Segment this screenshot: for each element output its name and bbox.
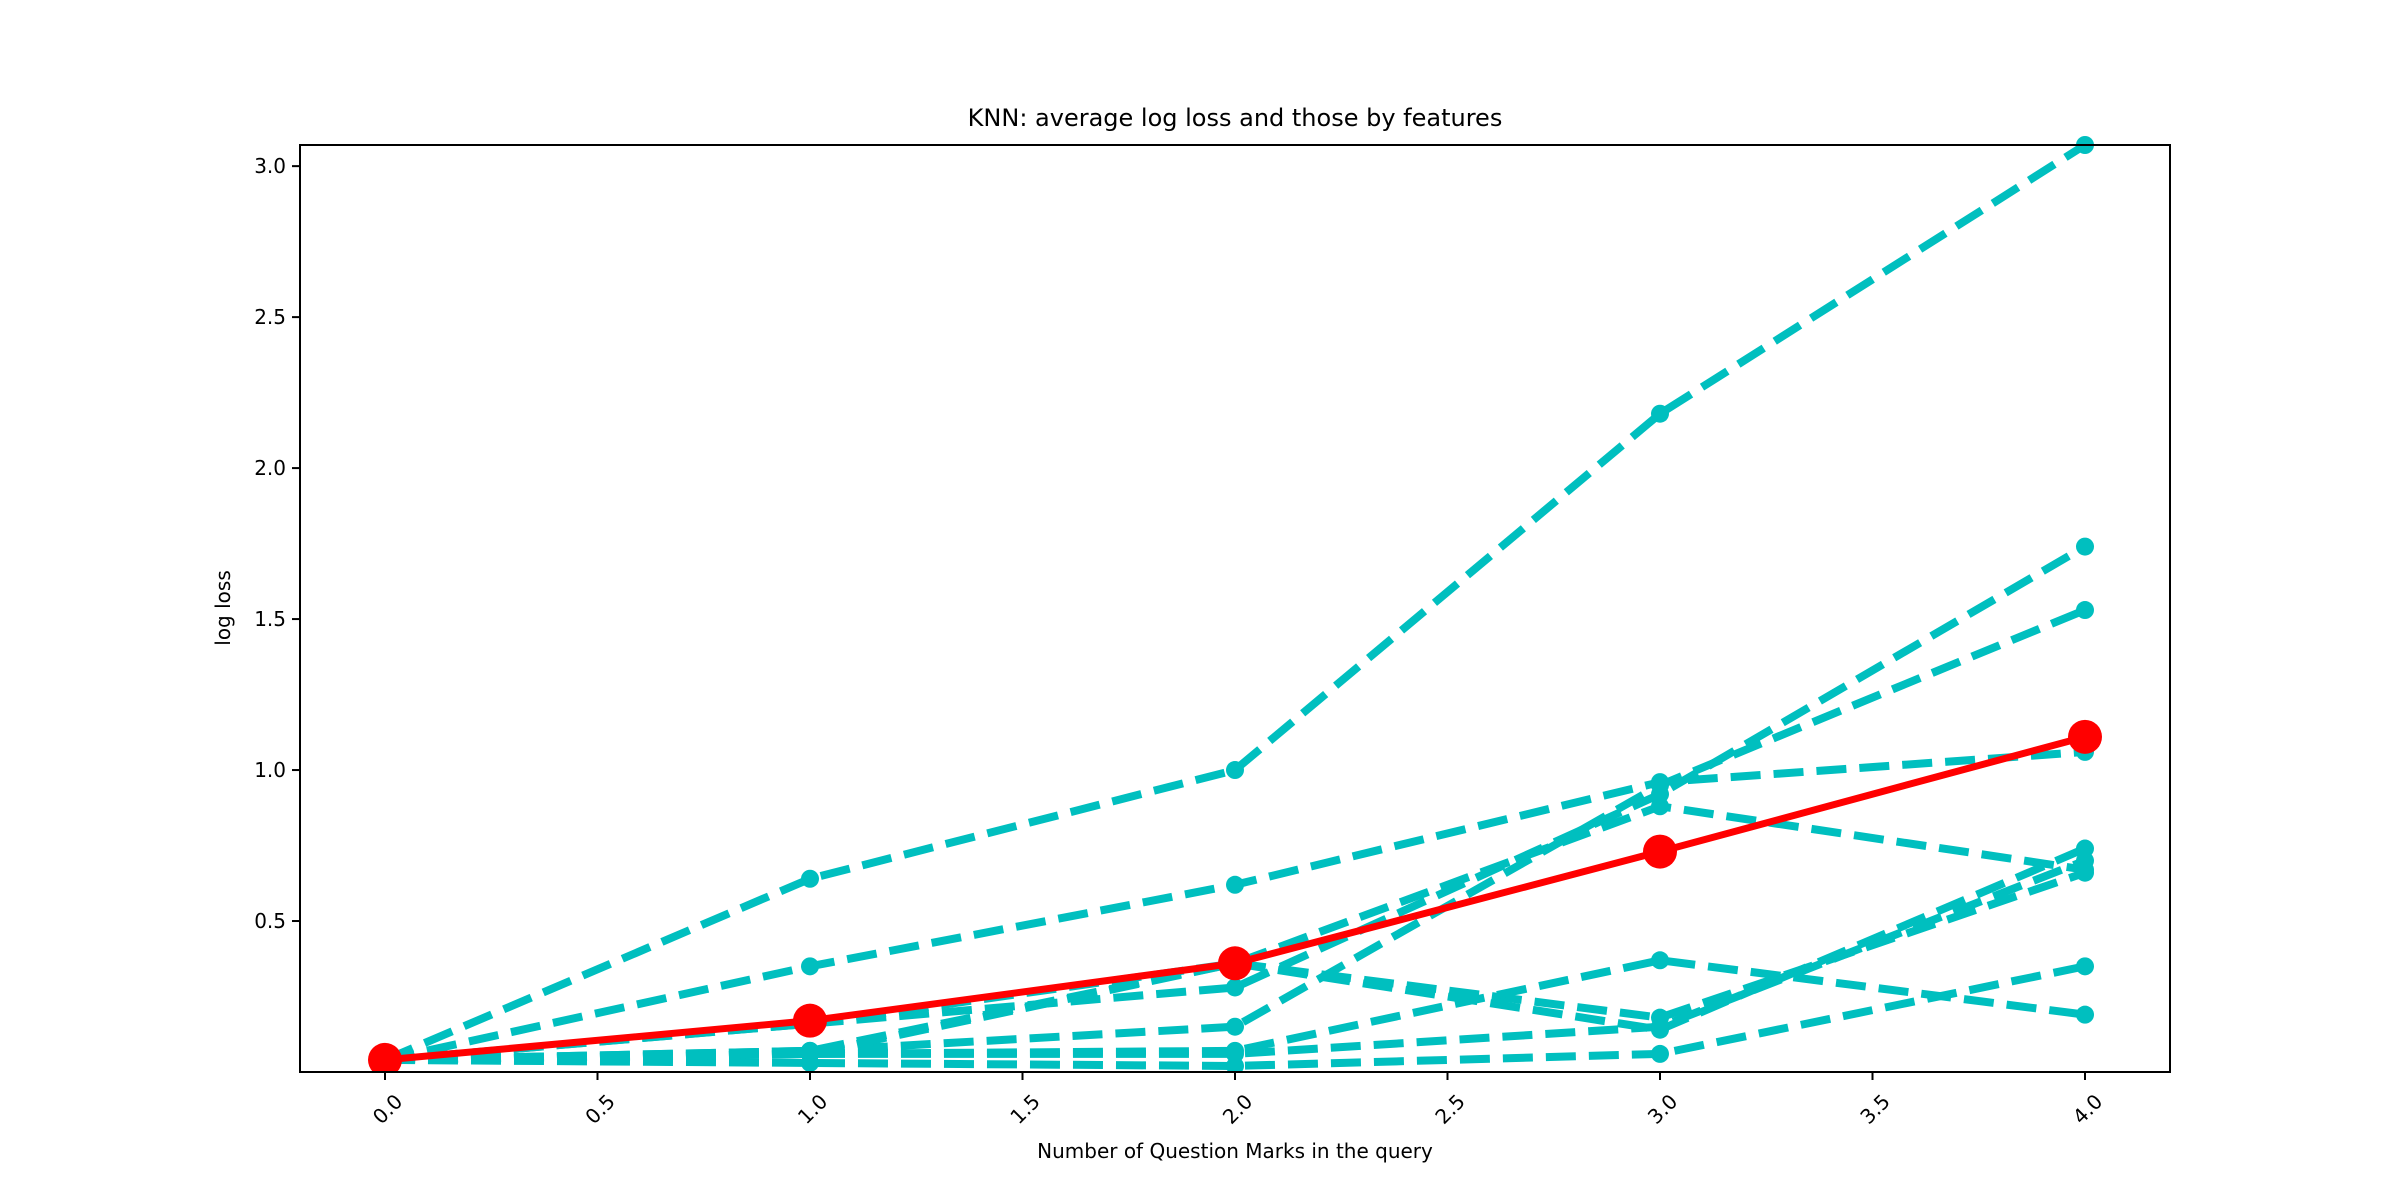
y-axis-label: log loss — [211, 570, 235, 645]
average-point — [2068, 719, 2102, 754]
x-tick-label: 1.5 — [1005, 1089, 1044, 1128]
average-series — [368, 719, 2102, 1072]
feature-point — [1651, 1044, 1669, 1063]
x-tick-label: 2.5 — [1430, 1089, 1469, 1128]
feature-point — [1651, 776, 1669, 795]
feature-series-line — [384, 962, 2086, 1070]
feature-series-line — [384, 747, 2086, 1064]
x-tick-label: 2.0 — [1218, 1089, 1257, 1128]
feature-series-line — [383, 141, 2088, 1064]
average-point — [1643, 834, 1677, 869]
y-tick-label: 1.5 — [254, 607, 286, 631]
x-axis-label: Number of Question Marks in the query — [1037, 1139, 1433, 1163]
feature-point — [2076, 601, 2094, 620]
y-tick-label: 2.0 — [254, 456, 286, 480]
average-series-line — [384, 733, 2086, 1064]
feature-point — [1226, 1044, 1244, 1063]
y-tick-label: 3.0 — [254, 154, 286, 178]
x-tick-label: 0.5 — [580, 1089, 619, 1128]
feature-series-1 — [376, 136, 2094, 1069]
y-tick-label: 0.5 — [254, 909, 286, 933]
feature-point — [1651, 951, 1669, 970]
average-point — [1218, 946, 1252, 981]
x-tick-label: 3.0 — [1643, 1089, 1682, 1128]
feature-point — [2076, 851, 2094, 870]
feature-point — [1226, 1017, 1244, 1036]
average-point — [368, 1042, 402, 1072]
plot-area — [368, 136, 2102, 1072]
feature-point — [1651, 404, 1669, 423]
x-tick-label: 0.0 — [368, 1089, 407, 1128]
chart-title: KNN: average log loss and those by featu… — [968, 104, 1503, 132]
feature-point — [2076, 957, 2094, 976]
feature-point — [1226, 875, 1244, 894]
average-point — [793, 1003, 827, 1038]
feature-point — [801, 957, 819, 976]
x-tick-label: 3.5 — [1855, 1089, 1894, 1128]
feature-point — [801, 1044, 819, 1063]
y-tick-label: 1.0 — [254, 758, 286, 782]
x-tick-label: 1.0 — [793, 1089, 832, 1128]
feature-point — [1226, 978, 1244, 997]
feature-point — [1651, 1017, 1669, 1036]
x-axis: 0.0 0.5 1.0 1.5 2.0 2.5 3.0 3.5 4.0 — [368, 1072, 2107, 1129]
y-axis: 0.5 1.0 1.5 2.0 2.5 3.0 — [254, 154, 300, 933]
feature-series-line — [384, 856, 2087, 1064]
y-tick-label: 2.5 — [254, 305, 286, 329]
feature-point — [2076, 537, 2094, 556]
feature-point — [801, 869, 819, 888]
feature-point — [1226, 761, 1244, 780]
x-tick-label: 4.0 — [2068, 1089, 2107, 1128]
feature-point — [2076, 1005, 2094, 1024]
